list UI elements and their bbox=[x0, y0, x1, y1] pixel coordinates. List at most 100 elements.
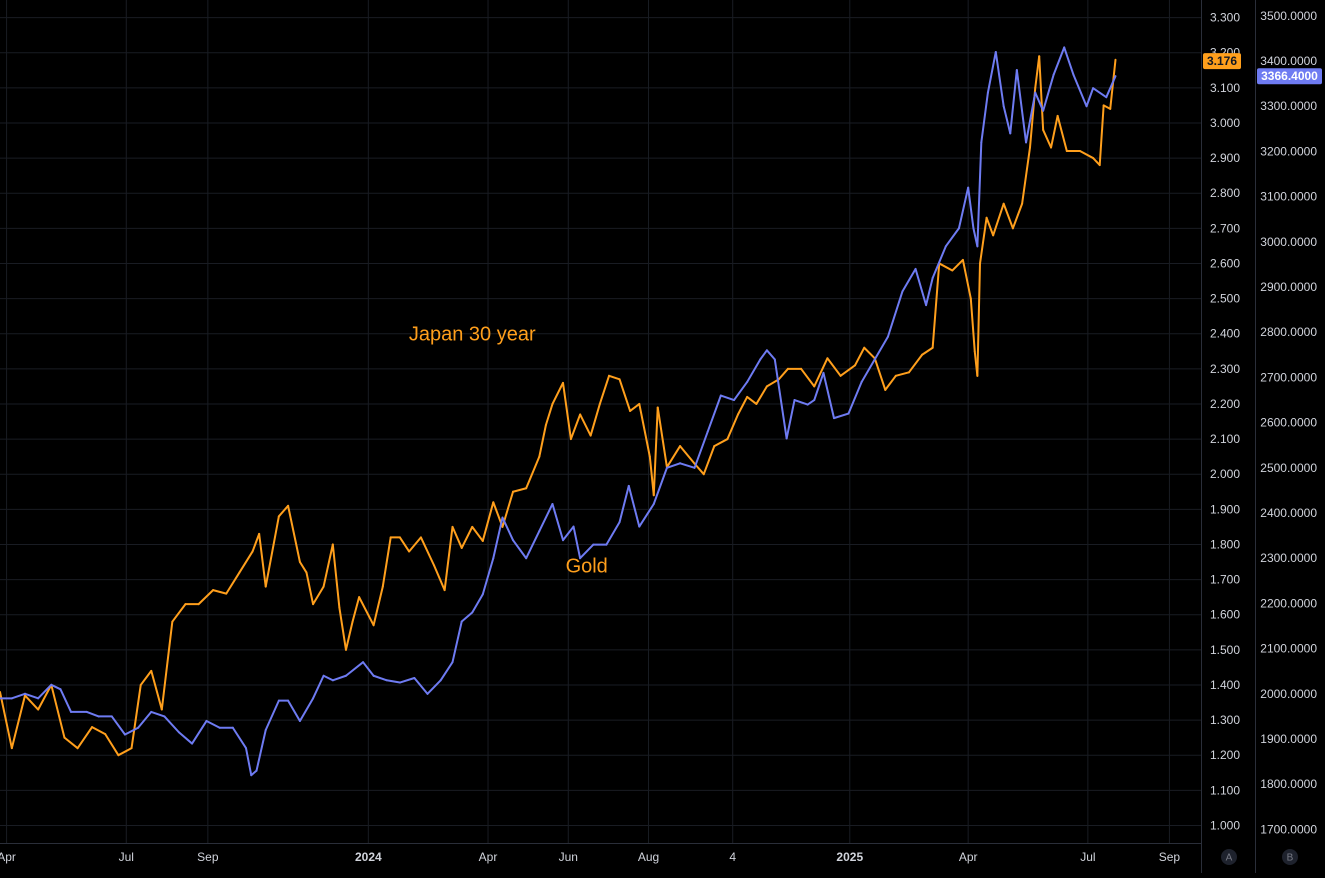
series-0-segment bbox=[538, 424, 547, 458]
left-axis-tick-label: 2.900 bbox=[1210, 151, 1240, 165]
series-1-segment bbox=[1042, 73, 1055, 112]
series-0-segment bbox=[551, 381, 565, 405]
series-0-segment bbox=[287, 504, 301, 563]
series-1-segment bbox=[618, 484, 630, 524]
series-0-segment bbox=[23, 694, 40, 711]
series-0-segment bbox=[398, 536, 411, 553]
series-1-segment bbox=[925, 276, 934, 307]
right-axis-tick-label: 2300.0000 bbox=[1260, 551, 1317, 565]
time-axis-tick-label: Jul bbox=[1080, 850, 1095, 864]
series-0-segment bbox=[139, 669, 153, 686]
series-1-segment bbox=[250, 769, 258, 777]
series-0-segment bbox=[562, 381, 572, 441]
right-price-axis[interactable]: 3500.0000 3400.0000 3300.0000 3200.0000 3100… bbox=[1260, 9, 1317, 837]
series-0-segment bbox=[225, 571, 241, 595]
series-1-segment bbox=[451, 620, 463, 664]
right-axis-tick-label: 3400.0000 bbox=[1260, 54, 1317, 68]
right-axis-tick-label: 2500.0000 bbox=[1260, 461, 1317, 475]
series-0-segment bbox=[338, 606, 347, 651]
series-1-segment bbox=[50, 683, 62, 691]
series-1-segment bbox=[331, 674, 347, 682]
series-1-segment bbox=[652, 466, 668, 505]
time-axis-tick-label: Jul bbox=[119, 850, 134, 864]
series-1-segment bbox=[1092, 87, 1108, 99]
right-axis-tick-label: 3000.0000 bbox=[1260, 235, 1317, 249]
series-0-segment bbox=[652, 406, 659, 497]
series-0-segment bbox=[76, 726, 94, 750]
series-1-segment bbox=[785, 399, 796, 440]
series-1-segment bbox=[312, 674, 325, 700]
series-1-segment bbox=[344, 661, 365, 677]
series-1-segment bbox=[886, 290, 904, 338]
series-1-segment bbox=[385, 679, 401, 684]
left-axis-tick-label: 2.600 bbox=[1210, 256, 1240, 270]
series-0-segment bbox=[251, 532, 261, 553]
series-1-segment bbox=[231, 726, 247, 750]
left-axis-tick-label: 2.300 bbox=[1210, 362, 1240, 376]
series-0-segment bbox=[608, 374, 621, 381]
series-1-segment bbox=[298, 697, 315, 722]
series-0-segment bbox=[854, 346, 866, 367]
corner-left-axis-label: A bbox=[1226, 853, 1233, 864]
left-axis-tick-label: 1.100 bbox=[1210, 783, 1240, 797]
series-0-segment bbox=[826, 357, 842, 377]
series-1-segment bbox=[1015, 69, 1028, 144]
series-0-segment bbox=[258, 532, 267, 588]
series-0-segment bbox=[512, 487, 528, 493]
series-1-segment bbox=[806, 399, 816, 406]
right-axis-tick-label: 1700.0000 bbox=[1260, 822, 1317, 836]
series-0-segment bbox=[1050, 114, 1059, 149]
series-0-segment bbox=[150, 669, 163, 711]
series-1-segment bbox=[264, 699, 280, 731]
series-0-segment bbox=[1078, 150, 1095, 160]
series-0-segment bbox=[884, 374, 897, 391]
series-0-segment bbox=[713, 438, 729, 448]
series-0-segment bbox=[331, 543, 341, 609]
right-axis-tick-label: 2800.0000 bbox=[1260, 325, 1317, 339]
series-0-segment bbox=[344, 620, 354, 651]
series-1-segment bbox=[492, 516, 504, 560]
series-0-segment bbox=[443, 525, 454, 592]
series-1-segment bbox=[163, 715, 180, 734]
time-axis-tick-label: Jun bbox=[559, 850, 578, 864]
series-0-segment bbox=[50, 683, 66, 739]
left-axis-tick-label: 2.200 bbox=[1210, 397, 1240, 411]
series-0-segment bbox=[907, 353, 924, 374]
series-1-segment bbox=[944, 227, 960, 248]
series-0-segment bbox=[408, 536, 422, 553]
series-1-segment bbox=[746, 358, 762, 383]
series-0-segment bbox=[726, 413, 739, 441]
series-0-segment bbox=[656, 406, 668, 469]
series-1-segment bbox=[538, 502, 554, 533]
left-price-axis[interactable]: 3.3003.2003.1003.0002.9002.8002.7002.600… bbox=[1210, 11, 1240, 833]
corner-right-axis-button[interactable]: B bbox=[1282, 849, 1298, 865]
series-1-segment bbox=[1105, 75, 1117, 99]
series-0-segment bbox=[1038, 55, 1045, 131]
last-value-badges: 3.176 3366.4000 bbox=[1203, 53, 1322, 85]
series-0-segment bbox=[736, 395, 749, 416]
left-axis-tick-label: 3.300 bbox=[1210, 11, 1240, 25]
series-0-segment bbox=[800, 367, 816, 388]
series-1-segment bbox=[822, 371, 835, 420]
series-1-segment bbox=[765, 349, 776, 361]
time-axis[interactable]: Apr Jul Sep 2024 Apr Jun Aug 4 2025 Apr Jul Sep bbox=[0, 850, 1180, 864]
series-0-segment bbox=[381, 536, 392, 588]
grid-lines bbox=[0, 0, 1201, 843]
series-1-segment bbox=[460, 611, 474, 623]
series-1-segment bbox=[551, 502, 565, 542]
series-0-segment bbox=[755, 385, 768, 405]
series-1-segment bbox=[986, 50, 997, 94]
corner-left-axis-button[interactable]: A bbox=[1221, 849, 1237, 865]
last-value-badge-bg bbox=[1257, 68, 1322, 85]
series-1-segment bbox=[501, 516, 515, 542]
series-1-segment bbox=[287, 699, 301, 722]
series-layer bbox=[0, 46, 1117, 777]
series-1-segment bbox=[773, 358, 788, 440]
series-1-segment bbox=[426, 679, 442, 695]
right-axis-tick-label: 2200.0000 bbox=[1260, 596, 1317, 610]
left-axis-tick-label: 3.000 bbox=[1210, 116, 1240, 130]
series-1-segment bbox=[572, 525, 582, 560]
right-axis-tick-label: 2100.0000 bbox=[1260, 642, 1317, 656]
series-0-segment bbox=[1011, 202, 1024, 230]
last-value-badge-0: 3.176 bbox=[1203, 53, 1241, 70]
